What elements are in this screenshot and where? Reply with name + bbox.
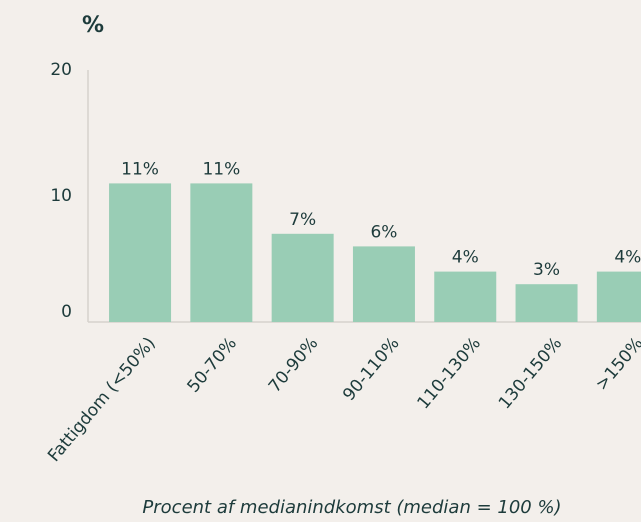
x-axis-label: Procent af medianindkomst (median = 100 … bbox=[142, 497, 561, 518]
x-tick-label: Fattigdom (<50%) bbox=[44, 334, 160, 466]
bar bbox=[352, 246, 415, 322]
x-tick-label: >150% bbox=[592, 334, 641, 395]
bar bbox=[434, 271, 497, 322]
bar bbox=[109, 183, 172, 322]
bar bbox=[271, 233, 334, 322]
y-tick-label: 10 bbox=[50, 186, 72, 206]
data-label: 11% bbox=[202, 159, 240, 179]
y-tick-label: 20 bbox=[50, 60, 72, 80]
data-label: 7% bbox=[289, 210, 316, 230]
data-label: 11% bbox=[121, 159, 159, 179]
bar bbox=[515, 284, 578, 322]
chart-title: % bbox=[82, 13, 104, 38]
x-tick-label: 70-90% bbox=[265, 334, 322, 397]
data-label: 4% bbox=[452, 248, 479, 268]
x-tick-label: 50-70% bbox=[184, 334, 241, 397]
bar bbox=[190, 183, 253, 322]
bar bbox=[596, 271, 641, 322]
x-tick-label: 90-110% bbox=[339, 334, 403, 405]
data-label: 3% bbox=[533, 260, 560, 280]
data-label: 6% bbox=[370, 222, 397, 242]
y-tick-label: 0 bbox=[61, 302, 72, 322]
x-tick-label: 110-130% bbox=[414, 334, 485, 414]
data-label: 4% bbox=[614, 248, 641, 268]
x-tick-label: 130-150% bbox=[495, 334, 566, 414]
